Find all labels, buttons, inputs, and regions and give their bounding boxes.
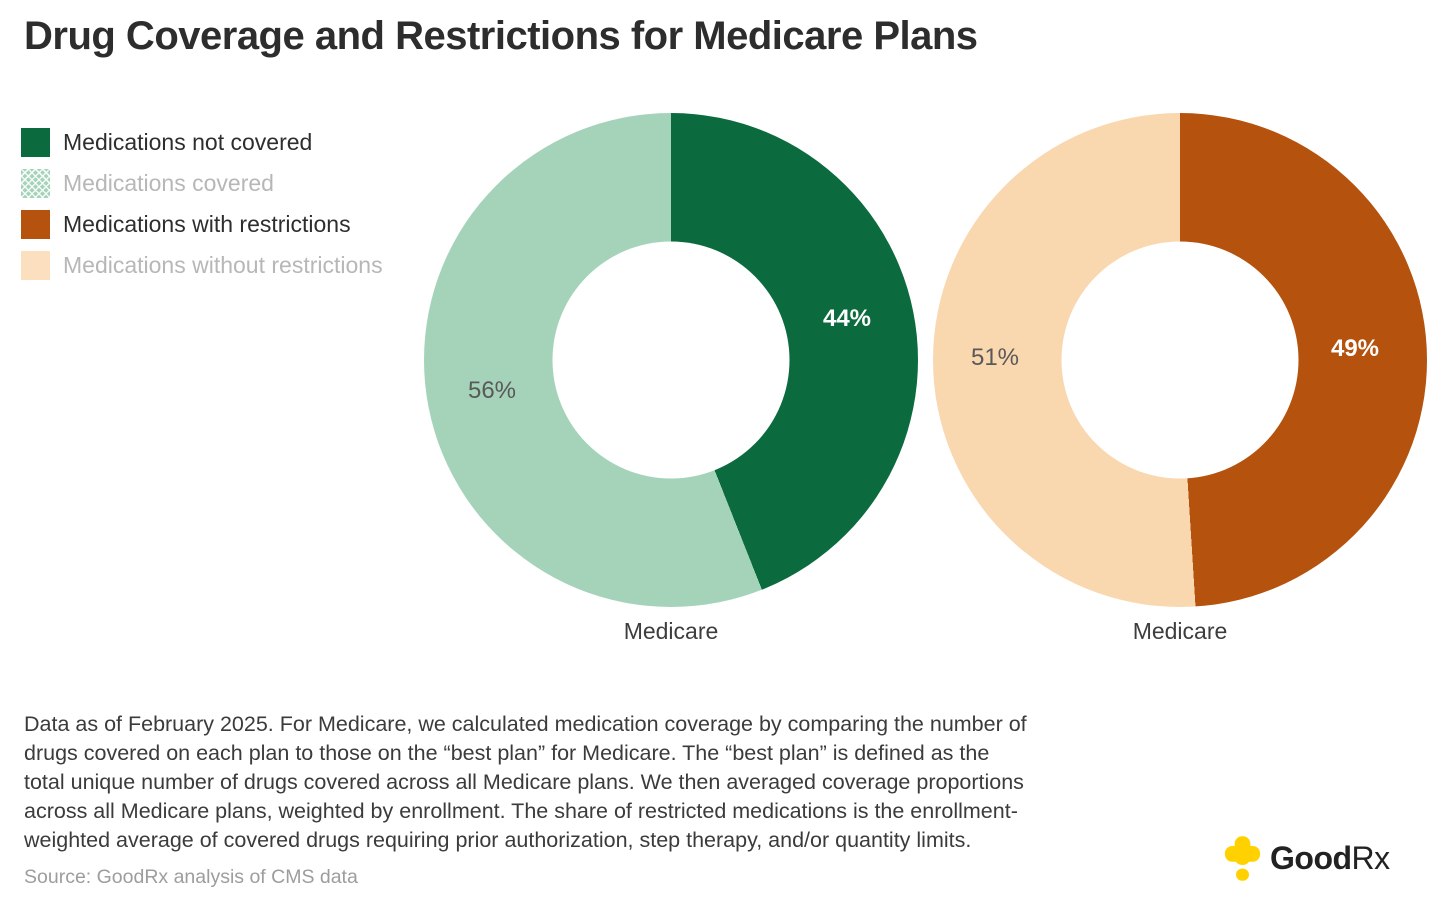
legend-label: Medications without restrictions xyxy=(63,252,383,278)
page-title: Drug Coverage and Restrictions for Medic… xyxy=(24,14,978,58)
goodrx-logo-text: GoodRx xyxy=(1270,840,1390,877)
footnote-line: Data as of February 2025. For Medicare, … xyxy=(24,712,1027,736)
legend-item-covered: Medications covered xyxy=(21,169,383,198)
legend-label: Medications covered xyxy=(63,170,274,196)
donut-chart-coverage: 44% 56% Medicare xyxy=(424,113,918,644)
donut-hole xyxy=(552,241,790,479)
slice-label-not-covered: 44% xyxy=(822,305,872,332)
legend-item-not-covered: Medications not covered xyxy=(21,128,383,157)
legend-swatch-covered xyxy=(21,169,50,198)
footnote-line: total unique number of drugs covered acr… xyxy=(24,770,1024,794)
legend-swatch-with-restrictions xyxy=(21,210,50,239)
legend-swatch-not-covered xyxy=(21,128,50,157)
goodrx-logo: GoodRx xyxy=(1224,835,1390,882)
footnote: Data as of February 2025. For Medicare, … xyxy=(24,710,1027,855)
legend-item-without-restrictions: Medications without restrictions xyxy=(21,251,383,280)
donut-hole xyxy=(1061,241,1299,479)
legend-label: Medications with restrictions xyxy=(63,211,351,237)
footnote-line: across all Medicare plans, weighted by e… xyxy=(24,799,1018,823)
chart-category-label: Medicare xyxy=(623,618,719,644)
logo-text-good: Good xyxy=(1270,840,1352,876)
logo-text-rx: Rx xyxy=(1351,840,1391,876)
footnote-line: weighted average of covered drugs requir… xyxy=(24,828,972,852)
footnote-line: drugs covered on each plan to those on t… xyxy=(24,741,990,765)
legend-label: Medications not covered xyxy=(63,129,313,155)
slice-label-without-restrictions: 51% xyxy=(970,344,1020,371)
chart-category-label: Medicare xyxy=(1132,618,1228,644)
slice-label-covered: 56% xyxy=(467,377,517,404)
goodrx-cross-icon xyxy=(1224,836,1261,881)
source-attribution: Source: GoodRx analysis of CMS data xyxy=(24,866,358,888)
legend-item-with-restrictions: Medications with restrictions xyxy=(21,210,383,239)
donut-chart-restrictions: 49% 51% Medicare xyxy=(933,113,1427,644)
legend-swatch-without-restrictions xyxy=(21,251,50,280)
slice-label-with-restrictions: 49% xyxy=(1330,335,1380,362)
legend: Medications not covered Medications cove… xyxy=(21,128,383,280)
